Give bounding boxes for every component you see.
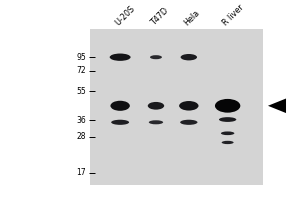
Ellipse shape bbox=[215, 99, 240, 113]
Bar bbox=[90, 29, 263, 185]
Ellipse shape bbox=[150, 55, 162, 59]
Ellipse shape bbox=[219, 117, 236, 122]
Text: 72: 72 bbox=[76, 66, 86, 75]
Text: 95: 95 bbox=[76, 53, 86, 62]
Polygon shape bbox=[268, 99, 286, 113]
Text: 36: 36 bbox=[76, 116, 86, 125]
Ellipse shape bbox=[181, 54, 197, 60]
Ellipse shape bbox=[110, 54, 130, 61]
Ellipse shape bbox=[149, 120, 163, 124]
Text: T47D: T47D bbox=[150, 6, 171, 27]
Ellipse shape bbox=[221, 131, 234, 135]
Text: U-20S: U-20S bbox=[114, 4, 137, 27]
Text: 28: 28 bbox=[76, 132, 86, 141]
Ellipse shape bbox=[179, 101, 199, 111]
Text: R liver: R liver bbox=[221, 2, 246, 27]
Ellipse shape bbox=[180, 120, 197, 125]
Text: 55: 55 bbox=[76, 87, 86, 96]
Ellipse shape bbox=[111, 120, 129, 125]
Text: Hela: Hela bbox=[182, 8, 202, 27]
Ellipse shape bbox=[110, 101, 130, 111]
Ellipse shape bbox=[222, 141, 234, 144]
Text: 17: 17 bbox=[76, 168, 86, 177]
Ellipse shape bbox=[148, 102, 164, 110]
